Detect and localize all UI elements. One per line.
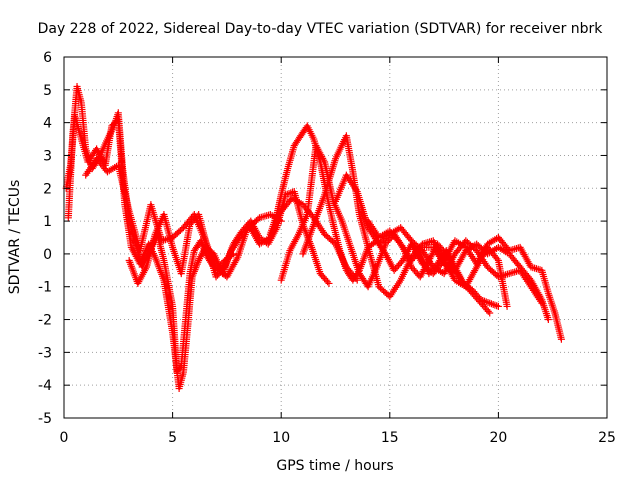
data-point-marker bbox=[484, 307, 492, 315]
y-tick-label: 5 bbox=[43, 83, 52, 99]
data-point-marker bbox=[503, 302, 511, 310]
series-sat-d bbox=[125, 188, 333, 287]
y-axis-label: SDTVAR / TECUs bbox=[7, 180, 23, 295]
data-point-marker bbox=[557, 335, 565, 343]
y-tick-label: 1 bbox=[43, 214, 52, 230]
y-tick-label: -1 bbox=[38, 280, 52, 296]
y-tick-label: 4 bbox=[43, 116, 52, 132]
y-tick-label: -4 bbox=[38, 378, 52, 394]
x-tick-label: 25 bbox=[598, 430, 616, 446]
data-point-marker bbox=[486, 309, 494, 317]
data-point-marker bbox=[325, 279, 333, 287]
x-tick-label: 10 bbox=[272, 430, 290, 446]
y-tick-label: 3 bbox=[43, 148, 52, 164]
axis-ticks: 0 5 10 15 20 25 -5 -4 -3 -2 -1 0 1 2 3 4 5 6 bbox=[38, 50, 616, 446]
x-tick-label: 20 bbox=[489, 430, 507, 446]
y-tick-label: 2 bbox=[43, 181, 52, 197]
series-sat-j bbox=[408, 234, 565, 343]
chart-title: Day 228 of 2022, Sidereal Day-to-day VTE… bbox=[38, 21, 604, 37]
data-point-marker bbox=[324, 278, 332, 286]
plot-frame bbox=[63, 56, 608, 419]
data-point-marker bbox=[493, 255, 501, 263]
data-point-marker bbox=[219, 265, 227, 273]
data-point-marker bbox=[494, 302, 502, 310]
y-tick-label: -3 bbox=[38, 345, 52, 361]
y-tick-label: 0 bbox=[43, 247, 52, 263]
x-tick-label: 5 bbox=[168, 430, 177, 446]
x-axis-label: GPS time / hours bbox=[276, 458, 393, 474]
data-points bbox=[62, 83, 565, 392]
y-tick-label: -2 bbox=[38, 313, 52, 329]
data-point-marker bbox=[417, 245, 425, 253]
y-tick-label: 6 bbox=[43, 50, 52, 66]
x-tick-label: 0 bbox=[60, 430, 69, 446]
y-tick-label: -5 bbox=[38, 411, 52, 427]
data-point-marker bbox=[113, 117, 121, 125]
x-tick-label: 15 bbox=[381, 430, 399, 446]
data-point-marker bbox=[544, 316, 552, 324]
grid-lines bbox=[64, 57, 607, 418]
